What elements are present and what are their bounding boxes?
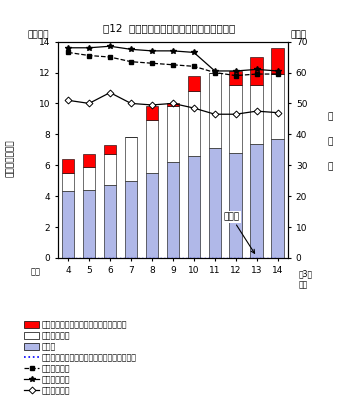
Bar bbox=[251, 57, 263, 85]
Text: 就: 就 bbox=[328, 112, 333, 121]
Text: 図12  大学院（博士課程）修了者の進路状況: 図12 大学院（博士課程）修了者の進路状況 bbox=[103, 23, 236, 33]
Text: 年3月
修了: 年3月 修了 bbox=[298, 270, 313, 289]
Text: 進路別修了者数: 進路別修了者数 bbox=[6, 139, 15, 177]
Bar bbox=[62, 191, 74, 258]
Bar bbox=[208, 148, 221, 258]
Bar bbox=[187, 156, 200, 258]
Bar bbox=[272, 48, 284, 74]
Legend: 死亡・不詳の者等（臨床研修医を含む）, 左記以外の者, 就職者, 進学者（就職し，かつ進学した者を含む。）, 就職率（計）, 就職率（男）, 就職率（女）: 死亡・不詳の者等（臨床研修医を含む）, 左記以外の者, 就職者, 進学者（就職し… bbox=[24, 320, 137, 395]
Bar bbox=[146, 120, 158, 173]
Bar bbox=[125, 137, 137, 181]
Bar bbox=[166, 162, 179, 258]
Bar bbox=[208, 72, 221, 148]
Bar bbox=[83, 154, 95, 167]
Bar bbox=[230, 71, 242, 85]
Bar bbox=[272, 139, 284, 258]
Bar bbox=[251, 85, 263, 144]
Bar bbox=[251, 144, 263, 258]
Text: （千人）: （千人） bbox=[27, 30, 48, 40]
Bar bbox=[187, 76, 200, 91]
Text: （％）: （％） bbox=[291, 30, 307, 40]
Bar bbox=[104, 154, 116, 185]
Bar bbox=[83, 167, 95, 190]
Bar bbox=[146, 173, 158, 258]
Bar bbox=[272, 74, 284, 139]
Bar bbox=[166, 104, 179, 106]
Text: 平成: 平成 bbox=[31, 267, 40, 277]
Bar bbox=[62, 159, 74, 173]
Bar bbox=[104, 185, 116, 258]
Bar bbox=[146, 106, 158, 120]
Text: 職: 職 bbox=[328, 137, 333, 146]
Bar bbox=[230, 85, 242, 153]
Bar bbox=[83, 190, 95, 258]
Text: 進学者: 進学者 bbox=[223, 212, 255, 253]
Bar bbox=[166, 106, 179, 162]
Text: 率: 率 bbox=[328, 162, 333, 171]
Bar bbox=[187, 91, 200, 156]
Bar bbox=[125, 181, 137, 258]
Bar bbox=[230, 153, 242, 258]
Bar bbox=[62, 173, 74, 191]
Bar bbox=[104, 145, 116, 154]
